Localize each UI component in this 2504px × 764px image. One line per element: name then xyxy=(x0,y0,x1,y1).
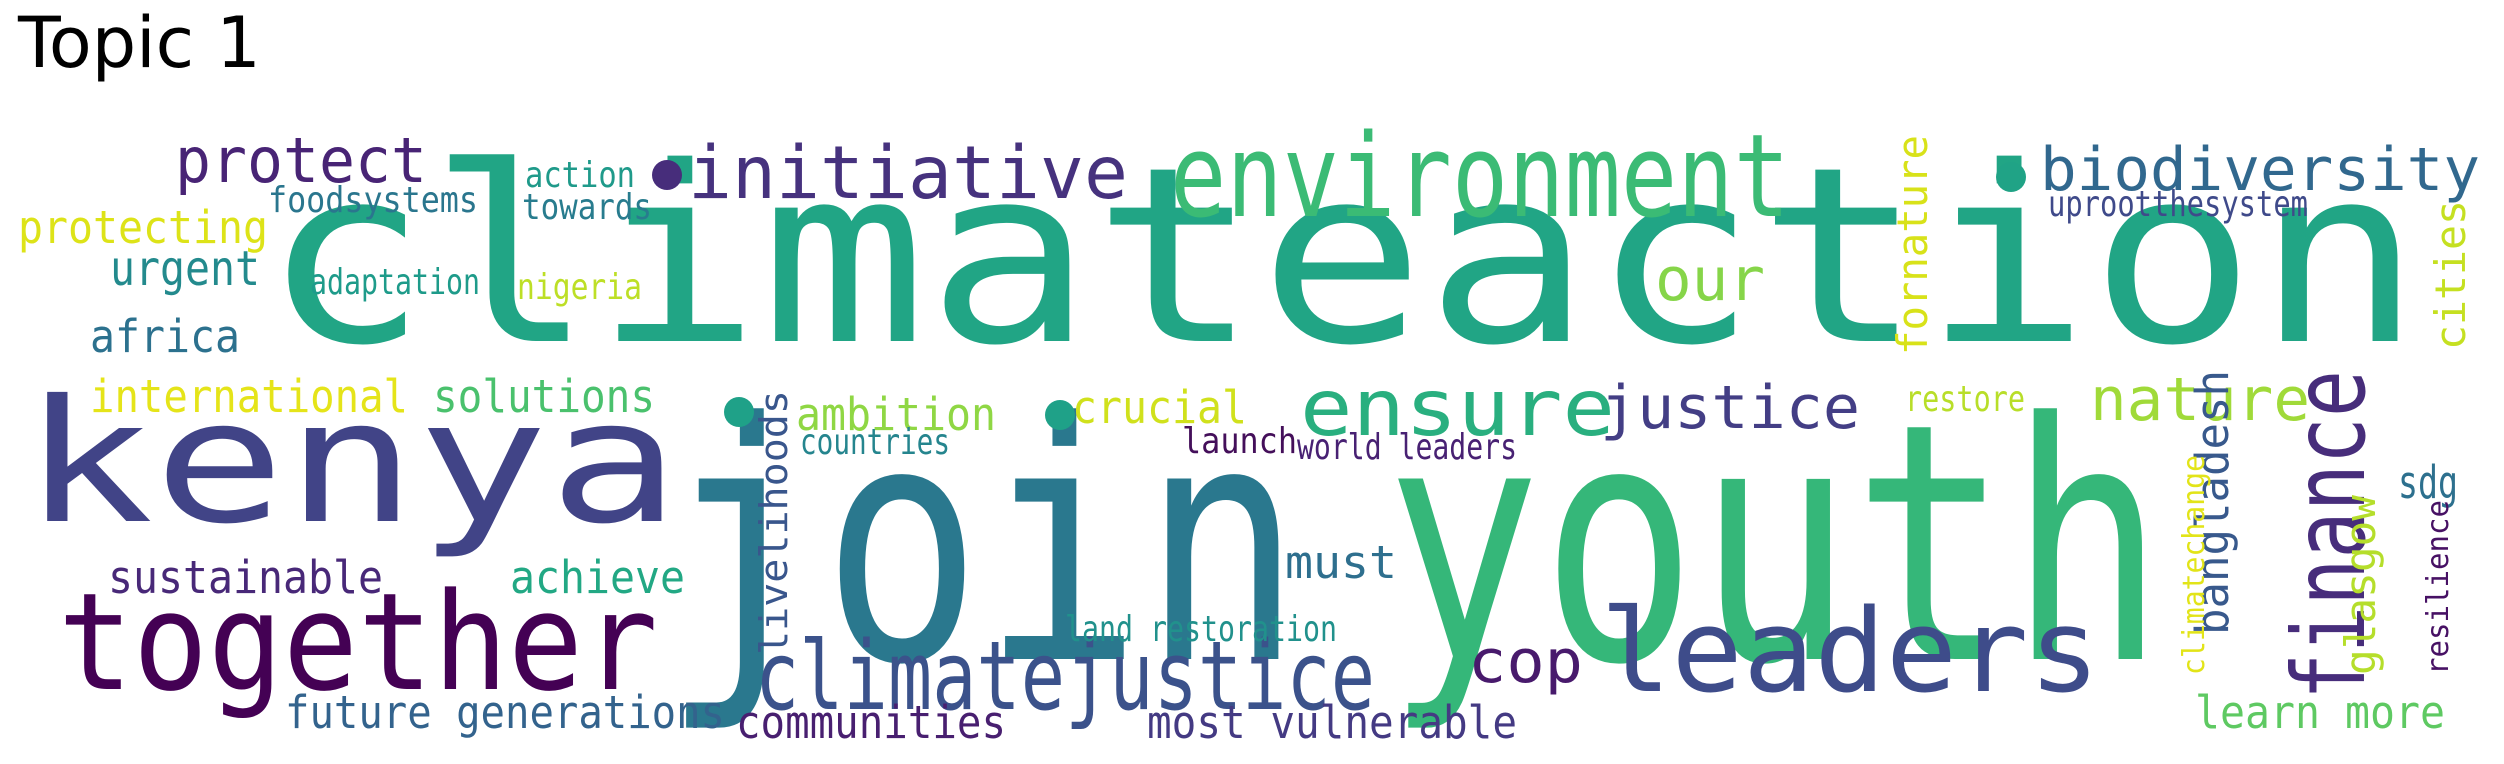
word-action: action xyxy=(525,155,635,196)
word-climatechange: climatechange xyxy=(2177,455,2212,675)
word-future-generations: future generations xyxy=(285,686,725,739)
word-world-leaders: world leaders xyxy=(1297,427,1517,468)
word-must: must xyxy=(1285,536,1397,589)
word-nigeria: nigeria xyxy=(517,267,642,308)
word-resilience: resilience xyxy=(2421,500,2456,675)
word-restore: restore xyxy=(1905,379,2025,420)
word-cities: cities xyxy=(2426,200,2475,350)
word-fornature: fornature xyxy=(1888,135,1937,355)
word-ensure: ensure xyxy=(1300,364,1615,454)
dot-glyph xyxy=(1045,400,1075,430)
word-urgent: urgent xyxy=(110,241,260,297)
word-protect: protect xyxy=(175,124,427,197)
word-climateaction: climateaction xyxy=(262,115,2422,399)
word-our: our xyxy=(1655,245,1765,315)
word-africa: africa xyxy=(90,310,240,363)
dot-glyph xyxy=(724,397,754,427)
dot-glyph xyxy=(1996,162,2026,192)
word-launch: launch xyxy=(1182,421,1297,462)
word-land-restoration: land restoration xyxy=(1065,609,1337,650)
word-crucial: crucial xyxy=(1072,381,1247,434)
word-protecting: protecting xyxy=(18,201,268,254)
word-solutions: solutions xyxy=(433,370,655,423)
page-title: Topic 1 xyxy=(18,2,261,84)
word-glasgow: glasgow xyxy=(2336,495,2385,675)
word-join: join xyxy=(662,353,1302,737)
word-most-vulnerable: most vulnerable xyxy=(1147,696,1517,749)
word-initiative: initiative xyxy=(688,131,1128,216)
word-biodiversity: biodiversity xyxy=(2040,135,2480,205)
word-sdg: sdg xyxy=(2398,456,2458,509)
word-uprootthesystem: uprootthesystem xyxy=(2048,184,2308,225)
word-cop: cop xyxy=(1468,627,1583,697)
word-communities: communities xyxy=(736,696,1006,749)
word-youth: youth xyxy=(1385,353,2165,737)
word-ambition: ambition xyxy=(796,388,996,441)
word-foodsystems: foodsystems xyxy=(268,180,478,221)
word-countries: countries xyxy=(800,422,950,463)
word-environment: environment xyxy=(1170,110,1790,244)
word-climatejustice: climatejustice xyxy=(755,622,1375,732)
word-livelihoods: livelihoods xyxy=(752,390,796,655)
dot-glyph xyxy=(652,160,682,190)
word-justice: justice xyxy=(1600,373,1860,443)
word-learn-more: learn more xyxy=(2195,686,2445,739)
word-achieve: achieve xyxy=(510,551,685,604)
word-together: together xyxy=(58,564,658,721)
word-sustainable: sustainable xyxy=(108,551,383,604)
word-nature: nature xyxy=(2090,365,2310,435)
word-leaders: leaders xyxy=(1600,585,2100,719)
word-international: international xyxy=(90,370,408,423)
word-kenya: kenya xyxy=(22,364,680,562)
word-towards: towards xyxy=(522,187,652,228)
word-adaptation: adaptation xyxy=(310,262,480,303)
